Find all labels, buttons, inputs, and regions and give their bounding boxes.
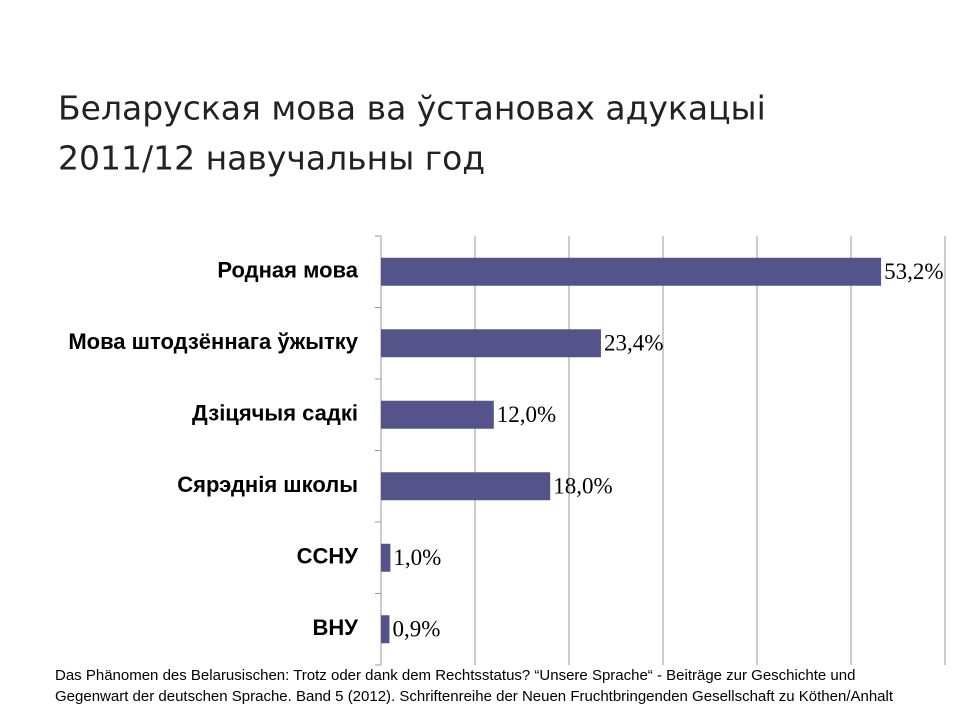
value-label: 53,2% bbox=[884, 259, 943, 284]
value-label: 0,9% bbox=[392, 617, 440, 642]
bar bbox=[381, 257, 882, 286]
bar bbox=[381, 400, 494, 429]
bar bbox=[381, 472, 551, 501]
y-tick-label: Сярэднія школы bbox=[177, 472, 358, 497]
y-tick-label: Дзіцячыя садкі bbox=[192, 401, 358, 426]
y-tick-label: ВНУ bbox=[313, 615, 359, 640]
chart-title: 2011/12 навучальны год bbox=[58, 139, 485, 178]
bar bbox=[381, 329, 601, 358]
value-label: 12,0% bbox=[497, 402, 556, 427]
value-label: 23,4% bbox=[604, 331, 663, 356]
y-tick-label: Родная мова bbox=[217, 258, 358, 283]
source-note: Das Phänomen des Belarusischen: Trotz od… bbox=[55, 667, 855, 684]
bar bbox=[381, 543, 391, 572]
y-tick-label: ССНУ bbox=[297, 544, 359, 569]
chart-title: Беларуская мова ва ўстановах адукацыі bbox=[58, 89, 766, 128]
y-tick-label: Мова штодзённага ўжытку bbox=[68, 329, 358, 354]
source-note: Gegenwart der deutschen Sprache. Band 5 … bbox=[55, 688, 894, 705]
value-label: 1,0% bbox=[393, 545, 441, 570]
bar bbox=[381, 615, 390, 644]
value-label: 18,0% bbox=[553, 474, 612, 499]
